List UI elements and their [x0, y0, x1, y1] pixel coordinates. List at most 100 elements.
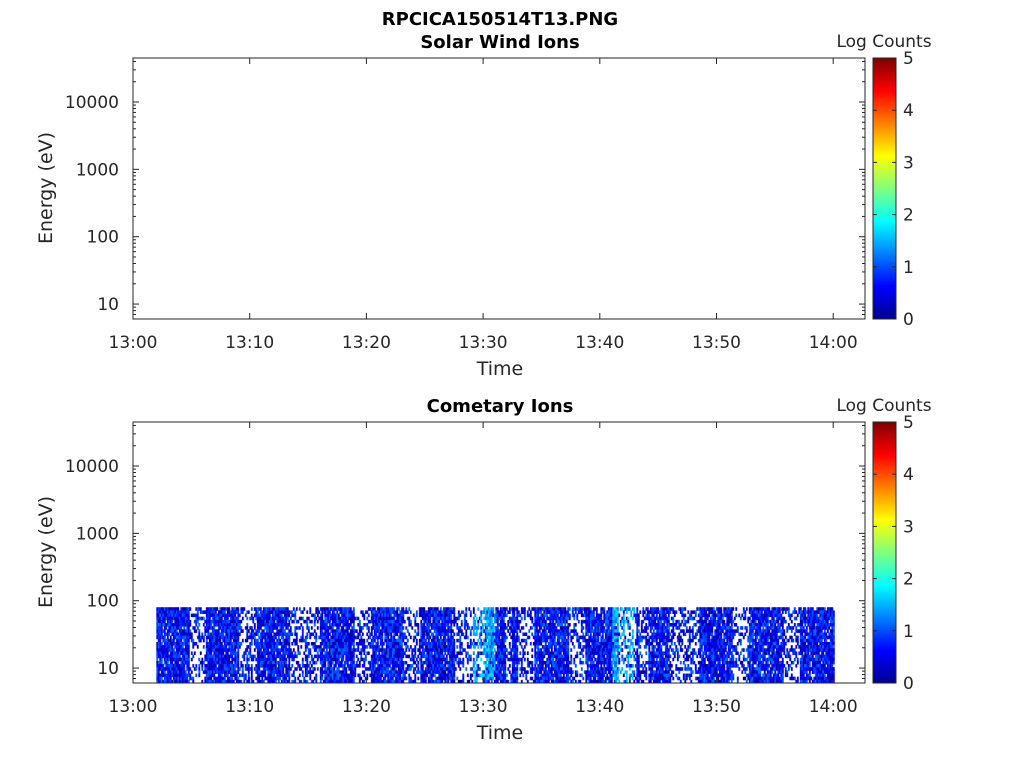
spectrogram-cell: [276, 641, 279, 646]
spectrogram-cell: [358, 619, 361, 624]
spectrogram-cell: [294, 679, 297, 684]
spectrogram-cell: [508, 664, 511, 668]
spectrogram-cell: [510, 619, 513, 624]
spectrogram-cell: [346, 673, 349, 678]
spectrogram-cell: [496, 635, 499, 640]
spectrogram-cell: [571, 635, 574, 640]
spectrogram-cell: [162, 654, 165, 659]
spectrogram-cell: [496, 657, 499, 662]
spectrogram-cell: [169, 645, 172, 649]
spectrogram-cell: [165, 616, 168, 621]
spectrogram-cell: [489, 613, 492, 618]
spectrogram-cell: [163, 635, 166, 640]
spectrogram-cell: [550, 619, 553, 624]
spectrogram-cell: [339, 641, 342, 646]
spectrogram-cell: [156, 648, 159, 652]
spectrogram-cell: [373, 619, 376, 624]
spectrogram-cell: [171, 623, 174, 627]
spectrogram-cell: [501, 641, 504, 646]
spectrogram-cell: [301, 626, 304, 630]
spectrogram-cell: [258, 670, 261, 674]
spectrogram-cell: [283, 607, 286, 611]
spectrogram-cell: [391, 638, 394, 643]
spectrogram-cell: [376, 635, 379, 640]
spectrogram-cell: [244, 673, 247, 678]
spectrogram-cell: [447, 667, 450, 671]
spectrogram-cell: [424, 673, 427, 678]
spectrogram-cell: [559, 648, 562, 652]
spectrogram-cell: [216, 623, 219, 627]
spectrogram-cell: [381, 623, 384, 627]
spectrogram-cell: [213, 660, 216, 665]
spectrogram-cell: [240, 679, 243, 684]
spectrogram-cell: [427, 632, 430, 637]
spectrogram-cell: [222, 648, 225, 652]
spectrogram-cell: [423, 679, 426, 684]
spectrogram-cell: [210, 673, 213, 678]
spectrogram-cell: [345, 610, 348, 614]
spectrogram-cell: [156, 613, 159, 618]
spectrogram-cell: [163, 654, 166, 659]
spectrogram-cell: [358, 679, 361, 684]
spectrogram-cell: [504, 607, 507, 611]
spectrogram-cell: [399, 657, 402, 662]
spectrogram-cell: [171, 619, 174, 624]
spectrogram-cell: [214, 629, 217, 633]
spectrogram-cell: [168, 613, 171, 618]
spectrogram-cell: [439, 616, 442, 621]
spectrogram-cell: [522, 648, 525, 652]
spectrogram-cell: [499, 654, 502, 659]
spectrogram-cell: [261, 638, 264, 643]
spectrogram-cell: [333, 651, 336, 655]
spectrogram-cell: [192, 613, 195, 618]
spectrogram-cell: [393, 632, 396, 637]
spectrogram-cell: [258, 673, 261, 678]
spectrogram-cell: [283, 657, 286, 662]
spectrogram-cell: [267, 670, 270, 674]
spectrogram-cell: [310, 619, 313, 624]
spectrogram-cell: [391, 670, 394, 674]
spectrogram-cell: [373, 654, 376, 659]
spectrogram-cell: [564, 648, 567, 652]
spectrogram-cell: [175, 670, 178, 674]
spectrogram-cell: [264, 610, 267, 614]
spectrogram-cell: [220, 664, 223, 668]
spectrogram-cell: [435, 667, 438, 671]
spectrogram-cell: [496, 610, 499, 614]
spectrogram-cell: [504, 670, 507, 674]
spectrogram-cell: [258, 664, 261, 668]
spectrogram-cell: [172, 629, 175, 633]
spectrogram-cell: [459, 645, 462, 649]
spectrogram-cell: [487, 664, 490, 668]
spectrogram-cell: [462, 679, 465, 684]
spectrogram-cell: [349, 623, 352, 627]
spectrogram-cell: [342, 638, 345, 643]
spectrogram-cell: [220, 629, 223, 633]
spectrogram-cell: [448, 667, 451, 671]
spectrogram-cell: [328, 673, 331, 678]
spectrogram-cell: [270, 676, 273, 681]
spectrogram-cell: [550, 629, 553, 633]
spectrogram-cell: [393, 654, 396, 659]
spectrogram-cell: [492, 664, 495, 668]
spectrogram-cell: [496, 670, 499, 674]
spectrogram-cell: [306, 635, 309, 640]
spectrogram-cell: [441, 623, 444, 627]
spectrogram-cell: [390, 629, 393, 633]
spectrogram-cell: [444, 660, 447, 665]
spectrogram-cell: [441, 632, 444, 637]
spectrogram-cell: [271, 676, 274, 681]
spectrogram-cell: [231, 619, 234, 624]
spectrogram-cell: [546, 638, 549, 643]
spectrogram-cell: [256, 660, 259, 665]
spectrogram-cell: [448, 660, 451, 665]
spectrogram-cell: [180, 673, 183, 678]
spectrogram-cell: [544, 660, 547, 665]
spectrogram-cell: [504, 654, 507, 659]
spectrogram-cell: [286, 623, 289, 627]
spectrogram-cell: [484, 613, 487, 618]
spectrogram-cell: [445, 619, 448, 624]
spectrogram-cell: [417, 623, 420, 627]
spectrogram-cell: [351, 648, 354, 652]
spectrogram-cell: [439, 632, 442, 637]
